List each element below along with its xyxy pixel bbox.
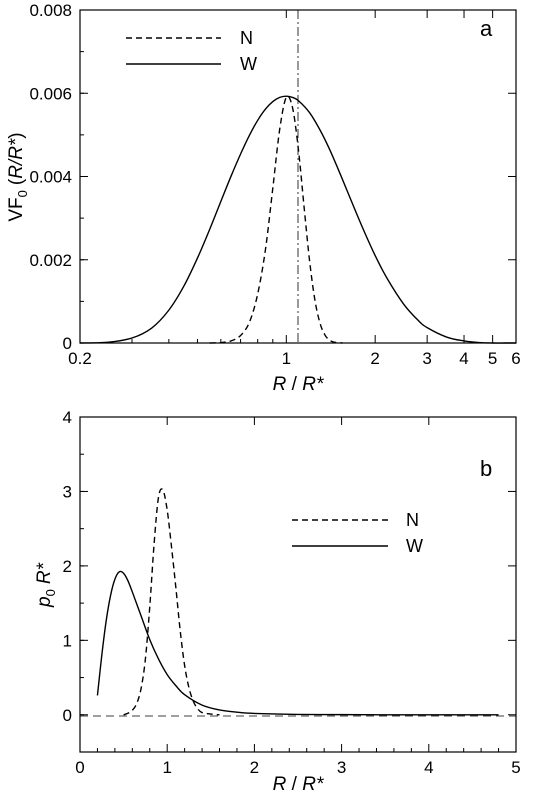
panel-a-series-w-line (79, 95, 516, 344)
panel-b-y-tick-label: 0 (63, 706, 72, 725)
panel-a-y-tick-label: 0.004 (29, 168, 72, 187)
panel-b-y-axis-title: p0R* (34, 562, 58, 608)
panel-a-letter: a (480, 16, 493, 41)
panel-b-x-tick-label: 4 (424, 758, 433, 777)
panel-a-x-tick-label: 1 (282, 349, 291, 368)
panel-a-x-tick-label: 4 (459, 349, 468, 368)
panel-a-y-tick-label: 0.002 (29, 251, 72, 270)
panel-a-y-tick-label: 0 (63, 334, 72, 353)
panel-b-x-tick-label: 5 (511, 758, 520, 777)
panel-b-series (96, 488, 499, 716)
panel-a-y-tick-label: 0.006 (29, 84, 72, 103)
panel-a-x-tick-label: 2 (370, 349, 379, 368)
panel-a-x-tick-label: 3 (422, 349, 431, 368)
panel-b-x-tick-label: 0 (75, 758, 84, 777)
panel-b-x-tick-label: 3 (337, 758, 346, 777)
panel-b-y-tick-label: 1 (63, 631, 72, 650)
panel-a-legend: N W (126, 28, 257, 74)
panel-a-legend-w-label: W (240, 54, 257, 74)
panel-a: 0.2 1 2 3 4 5 6 0 0.002 0.004 0.006 0.008 a N W R … (6, 1, 521, 395)
panel-b-x-ticks: 0 1 2 3 4 5 (75, 417, 521, 777)
panel-a-x-axis-title: R / R* (273, 374, 324, 395)
panel-b-series-w-line (96, 570, 499, 716)
panel-a-x-tick-label: 0.2 (68, 349, 92, 368)
panel-b-x-tick-label: 1 (162, 758, 171, 777)
panel-a-x-ticks: 0.2 1 2 3 4 5 6 (68, 10, 521, 368)
panel-a-y-ticks: 0 0.002 0.004 0.006 0.008 (29, 1, 516, 353)
panel-a-y-axis-title: VF0(R/R*) (6, 132, 30, 221)
panel-a-y-tick-label: 0.008 (29, 1, 72, 20)
panel-b-y-tick-label: 2 (63, 557, 72, 576)
panel-a-x-tick-label: 6 (511, 349, 520, 368)
panel-b: 0 1 2 3 4 5 0 1 2 3 4 b N W R / R* p0R* (34, 408, 521, 795)
panel-b-legend: N W (292, 510, 423, 556)
panel-a-series-n-line (209, 95, 343, 344)
panel-a-legend-n-label: N (240, 28, 253, 48)
panel-b-y-tick-label: 4 (63, 408, 72, 427)
panel-b-x-axis-title: R / R* (273, 774, 324, 795)
panel-a-series (79, 95, 516, 344)
panel-b-frame (79, 416, 517, 753)
panel-b-legend-n-label: N (406, 510, 419, 530)
panel-a-x-tick-label: 5 (488, 349, 497, 368)
panel-b-letter: b (480, 456, 492, 481)
panel-b-y-tick-label: 3 (63, 482, 72, 501)
panel-b-series-n-line (123, 488, 220, 716)
panel-b-x-tick-label: 2 (250, 758, 259, 777)
panel-b-y-ticks: 0 1 2 3 4 (63, 408, 516, 753)
panel-b-legend-w-label: W (406, 536, 423, 556)
